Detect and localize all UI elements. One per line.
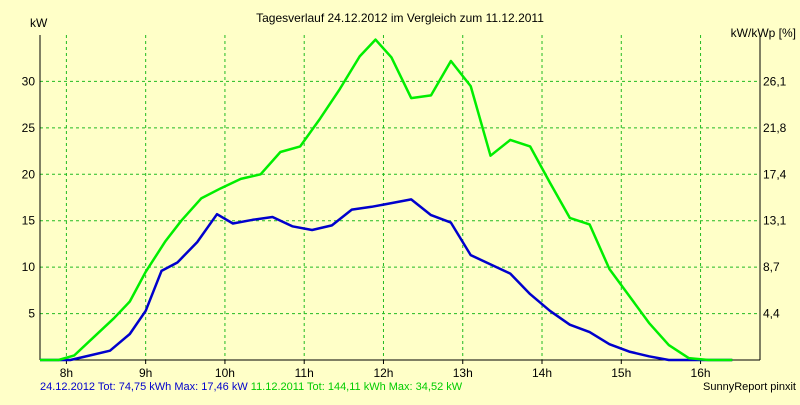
y-tick-label-right: 26,1	[763, 74, 787, 88]
x-tick-label: 11h	[295, 366, 314, 380]
x-tick-label: 8h	[60, 366, 73, 380]
y-tick-label-right: 4,4	[763, 307, 780, 321]
series-line-2012	[40, 198, 733, 362]
x-tick-label: 16h	[691, 366, 711, 380]
series-line-2011	[40, 38, 733, 362]
y-tick-label-left: 10	[22, 260, 36, 274]
x-tick-label: 12h	[373, 366, 393, 380]
x-tick-label: 9h	[139, 366, 152, 380]
legend: 24.12.2012 Tot: 74,75 kWh Max: 17,46 kW …	[40, 381, 462, 393]
x-tick-label: 13h	[453, 366, 473, 380]
x-tick-label: 14h	[532, 366, 552, 380]
y-tick-label-right: 13,1	[763, 214, 787, 228]
tick-labels: 5 4,4 10 8,7 15 13,1 20 17,4 25 21,8 30 26,1 8h 9h 10h…	[22, 74, 787, 380]
chart-title: Tagesverlauf 24.12.2012 im Vergleich zum…	[256, 11, 544, 25]
axes	[39, 35, 761, 364]
series-lines	[40, 38, 733, 362]
x-tick-label: 15h	[611, 366, 631, 380]
legend-entry-2012: 24.12.2012 Tot: 74,75 kWh Max: 17,46 kW	[40, 381, 248, 393]
y-tick-label-right: 8,7	[763, 260, 780, 274]
y-tick-label-left: 15	[22, 214, 36, 228]
y-axis-label-right: kW/kWp [%]	[731, 26, 796, 40]
y-tick-label-left: 30	[22, 74, 36, 88]
legend-entry-2011: 11.12.2011 Tot: 144,11 kWh Max: 34,52 kW	[250, 381, 463, 393]
y-tick-label-left: 5	[28, 307, 35, 321]
grid-lines	[40, 35, 760, 360]
y-tick-label-left: 20	[22, 167, 36, 181]
y-tick-label-left: 25	[22, 121, 36, 135]
credit-text: SunnyReport pinxit	[703, 381, 796, 393]
y-axis-label-left: kW	[30, 16, 48, 30]
x-tick-label: 10h	[215, 366, 235, 380]
y-tick-label-right: 21,8	[763, 121, 787, 135]
y-tick-label-right: 17,4	[763, 167, 787, 181]
